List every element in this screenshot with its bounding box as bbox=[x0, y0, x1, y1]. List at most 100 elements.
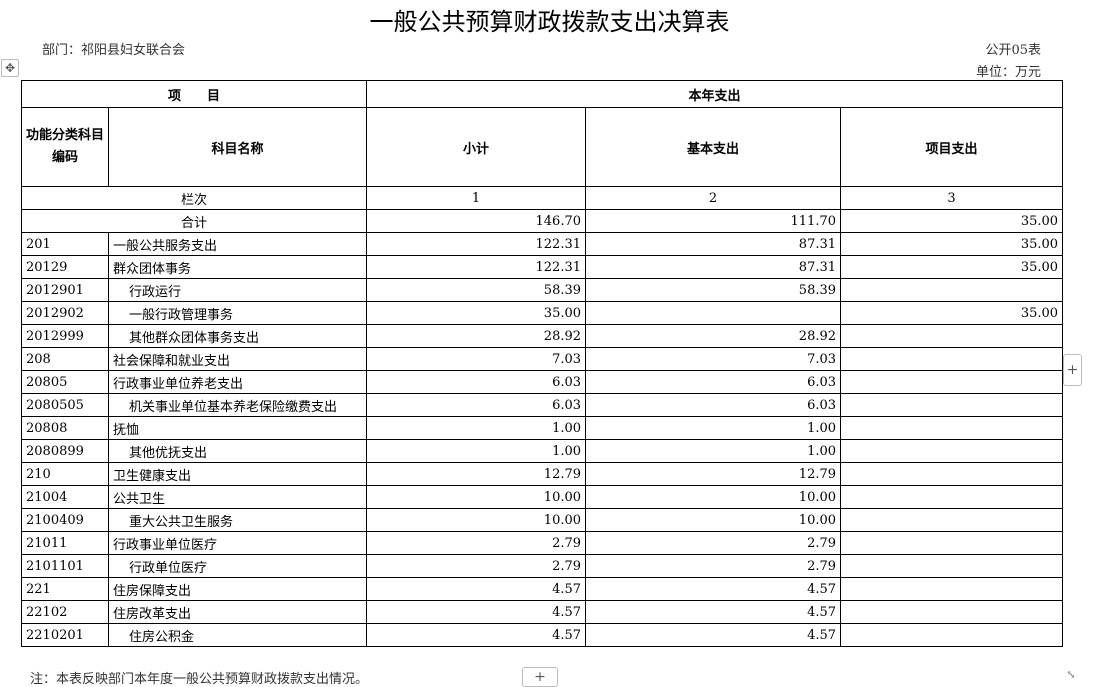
table-row: 2210201 住房公积金 4.57 4.57 bbox=[21, 623, 1064, 647]
row-subtotal: 10.00 bbox=[366, 485, 587, 509]
row-basic: 1.00 bbox=[585, 416, 842, 440]
row-code: 2012902 bbox=[21, 301, 109, 325]
row-name: 行政事业单位养老支出 bbox=[107, 370, 368, 394]
table-row: 2101101 行政单位医疗 2.79 2.79 bbox=[21, 554, 1064, 578]
row-subtotal: 6.03 bbox=[366, 393, 587, 417]
row-name: 其他群众团体事务支出 bbox=[107, 324, 368, 348]
table-row: 2012902 一般行政管理事务 35.00 35.00 bbox=[21, 301, 1064, 325]
row-code: 2100409 bbox=[21, 508, 109, 532]
table-row: 210 卫生健康支出 12.79 12.79 bbox=[21, 462, 1064, 486]
table-row: 21004 公共卫生 10.00 10.00 bbox=[21, 485, 1064, 509]
row-name: 卫生健康支出 bbox=[107, 462, 368, 486]
row-subtotal: 58.39 bbox=[366, 278, 587, 302]
table-row: 201 一般公共服务支出 122.31 87.31 35.00 bbox=[21, 232, 1064, 256]
row-basic: 28.92 bbox=[585, 324, 842, 348]
row-name: 机关事业单位基本养老保险缴费支出 bbox=[107, 393, 368, 417]
row-code: 201 bbox=[21, 232, 109, 256]
move-icon[interactable]: ✥ bbox=[1, 59, 19, 77]
row-basic: 7.03 bbox=[585, 347, 842, 371]
header-current-year: 本年支出 bbox=[366, 80, 1064, 108]
row-basic: 1.00 bbox=[585, 439, 842, 463]
row-code: 20805 bbox=[21, 370, 109, 394]
row-name: 群众团体事务 bbox=[107, 255, 368, 279]
col-number-2: 2 bbox=[585, 186, 842, 210]
row-basic: 4.57 bbox=[585, 623, 842, 647]
row-project bbox=[840, 623, 1064, 647]
row-name: 其他优抚支出 bbox=[107, 439, 368, 463]
row-project bbox=[840, 554, 1064, 578]
row-code: 2080899 bbox=[21, 439, 109, 463]
table-row: 221 住房保障支出 4.57 4.57 bbox=[21, 577, 1064, 601]
row-subtotal: 7.03 bbox=[366, 347, 587, 371]
row-subtotal: 4.57 bbox=[366, 623, 587, 647]
row-project bbox=[840, 462, 1064, 486]
row-subtotal: 2.79 bbox=[366, 554, 587, 578]
row-subtotal: 2.79 bbox=[366, 531, 587, 555]
column-label: 栏次 bbox=[20, 186, 368, 210]
row-basic: 4.57 bbox=[585, 600, 842, 624]
row-project bbox=[840, 577, 1064, 601]
table-row: 2012999 其他群众团体事务支出 28.92 28.92 bbox=[21, 324, 1064, 348]
row-name: 社会保障和就业支出 bbox=[107, 347, 368, 371]
row-project bbox=[840, 485, 1064, 509]
header-code: 功能分类科目编码 bbox=[21, 107, 109, 187]
row-name: 公共卫生 bbox=[107, 485, 368, 509]
row-project bbox=[840, 508, 1064, 532]
row-project bbox=[840, 278, 1064, 302]
row-code: 2080505 bbox=[21, 393, 109, 417]
row-subtotal: 1.00 bbox=[366, 416, 587, 440]
table-row: 20129 群众团体事务 122.31 87.31 35.00 bbox=[21, 255, 1064, 279]
row-name: 行政事业单位医疗 bbox=[107, 531, 368, 555]
expenditure-table: 项 目 本年支出 功能分类科目编码 科目名称 小计 基本支出 项目支出 栏次 1… bbox=[20, 80, 1064, 647]
row-project bbox=[840, 600, 1064, 624]
row-project: 35.00 bbox=[840, 255, 1064, 279]
row-basic: 2.79 bbox=[585, 554, 842, 578]
add-column-button[interactable]: + bbox=[1063, 354, 1082, 386]
department-label: 部门：祁阳县妇女联合会 bbox=[42, 43, 186, 58]
row-code: 2012999 bbox=[21, 324, 109, 348]
add-row-button[interactable]: + bbox=[522, 667, 558, 687]
row-name: 重大公共卫生服务 bbox=[107, 508, 368, 532]
header-item: 项 目 bbox=[20, 80, 368, 108]
row-project: 35.00 bbox=[840, 301, 1064, 325]
row-subtotal: 28.92 bbox=[366, 324, 587, 348]
resize-icon[interactable]: ⤡ bbox=[1066, 668, 1076, 681]
table-row: 22102 住房改革支出 4.57 4.57 bbox=[21, 600, 1064, 624]
row-project bbox=[840, 324, 1064, 348]
table-row: 20808 抚恤 1.00 1.00 bbox=[21, 416, 1064, 440]
row-basic: 2.79 bbox=[585, 531, 842, 555]
table-row: 2100409 重大公共卫生服务 10.00 10.00 bbox=[21, 508, 1064, 532]
row-basic: 87.31 bbox=[585, 232, 842, 256]
total-label: 合计 bbox=[20, 209, 368, 233]
header-subtotal: 小计 bbox=[366, 107, 587, 187]
row-basic: 58.39 bbox=[585, 278, 842, 302]
row-subtotal: 1.00 bbox=[366, 439, 587, 463]
row-basic bbox=[585, 301, 842, 325]
row-code: 208 bbox=[21, 347, 109, 371]
row-basic: 10.00 bbox=[585, 508, 842, 532]
row-code: 21004 bbox=[21, 485, 109, 509]
row-code: 21011 bbox=[21, 531, 109, 555]
row-basic: 10.00 bbox=[585, 485, 842, 509]
total-subtotal: 146.70 bbox=[366, 209, 587, 233]
row-subtotal: 4.57 bbox=[366, 577, 587, 601]
table-row: 2012901 行政运行 58.39 58.39 bbox=[21, 278, 1064, 302]
row-project bbox=[840, 393, 1064, 417]
table-row: 21011 行政事业单位医疗 2.79 2.79 bbox=[21, 531, 1064, 555]
row-code: 210 bbox=[21, 462, 109, 486]
header-project: 项目支出 bbox=[840, 107, 1064, 187]
row-project bbox=[840, 347, 1064, 371]
col-number-3: 3 bbox=[840, 186, 1064, 210]
row-basic: 6.03 bbox=[585, 370, 842, 394]
header-name: 科目名称 bbox=[107, 107, 368, 187]
page-title: 一般公共预算财政拨款支出决算表 bbox=[369, 8, 730, 36]
row-basic: 4.57 bbox=[585, 577, 842, 601]
row-name: 一般公共服务支出 bbox=[107, 232, 368, 256]
col-number-1: 1 bbox=[366, 186, 587, 210]
table-note: 注：本表反映部门本年度一般公共预算财政拨款支出情况。 bbox=[30, 672, 369, 687]
row-name: 住房改革支出 bbox=[107, 600, 368, 624]
table-number: 公开05表 bbox=[985, 43, 1041, 58]
table-row: 2080899 其他优抚支出 1.00 1.00 bbox=[21, 439, 1064, 463]
row-code: 221 bbox=[21, 577, 109, 601]
row-code: 20129 bbox=[21, 255, 109, 279]
